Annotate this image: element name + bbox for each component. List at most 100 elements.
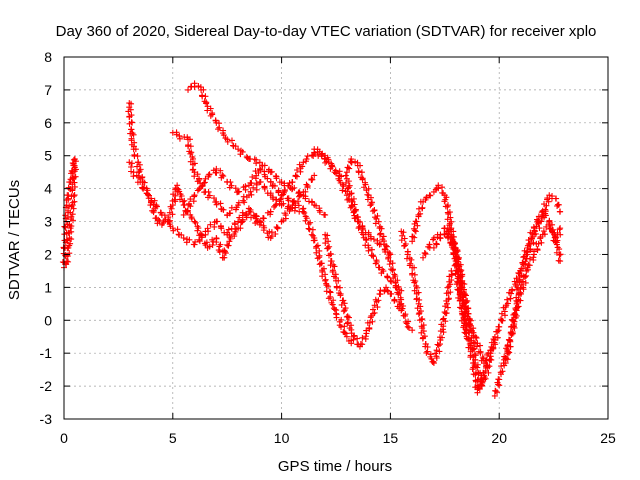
data-point bbox=[210, 195, 217, 202]
data-point bbox=[217, 223, 224, 230]
data-point bbox=[374, 237, 381, 244]
data-point bbox=[200, 86, 207, 93]
data-point bbox=[348, 340, 355, 347]
data-point bbox=[523, 249, 530, 256]
data-point bbox=[219, 130, 226, 137]
data-point bbox=[512, 305, 519, 312]
data-point bbox=[535, 240, 542, 247]
data-point bbox=[343, 333, 350, 340]
data-point bbox=[328, 299, 335, 306]
data-point bbox=[430, 235, 437, 241]
data-point bbox=[533, 216, 540, 223]
data-point bbox=[220, 173, 227, 180]
data-point bbox=[510, 311, 517, 318]
data-point bbox=[214, 218, 221, 225]
data-point bbox=[186, 136, 193, 143]
data-point bbox=[357, 219, 364, 226]
data-point bbox=[517, 267, 524, 274]
data-point bbox=[344, 319, 351, 326]
data-point bbox=[421, 249, 428, 256]
data-point bbox=[162, 216, 169, 223]
data-point bbox=[549, 221, 556, 228]
data-point bbox=[354, 335, 361, 342]
y-tick-label: 6 bbox=[44, 115, 52, 131]
data-point bbox=[319, 150, 326, 157]
data-point bbox=[316, 209, 323, 216]
data-point bbox=[465, 344, 472, 351]
data-point bbox=[556, 251, 563, 258]
data-point bbox=[268, 168, 275, 175]
series-track bbox=[343, 156, 416, 334]
data-point bbox=[446, 220, 453, 227]
data-point bbox=[248, 191, 255, 198]
data-point bbox=[545, 220, 552, 227]
data-point bbox=[173, 131, 180, 138]
data-point bbox=[331, 263, 338, 270]
data-point bbox=[345, 314, 352, 321]
data-point bbox=[517, 285, 524, 292]
data-point bbox=[217, 241, 224, 248]
data-point bbox=[455, 271, 462, 278]
data-point bbox=[495, 376, 502, 383]
data-point bbox=[313, 202, 320, 209]
data-point bbox=[516, 291, 523, 298]
data-point bbox=[322, 271, 329, 278]
data-point bbox=[136, 168, 143, 175]
data-point bbox=[363, 237, 370, 244]
data-point bbox=[475, 384, 482, 391]
y-tick-label: 4 bbox=[44, 181, 52, 197]
data-point bbox=[370, 236, 377, 243]
data-point bbox=[448, 272, 455, 279]
data-point bbox=[443, 300, 450, 307]
data-point bbox=[191, 192, 198, 199]
data-point bbox=[380, 268, 387, 275]
data-point bbox=[456, 289, 463, 296]
data-point bbox=[241, 199, 248, 206]
data-point bbox=[221, 248, 228, 255]
y-tick-label: 7 bbox=[44, 82, 52, 98]
data-point bbox=[454, 263, 461, 270]
data-point bbox=[253, 186, 260, 193]
data-point bbox=[445, 210, 452, 217]
data-point bbox=[399, 305, 406, 312]
data-point bbox=[395, 283, 402, 290]
data-point bbox=[507, 330, 514, 337]
series-track bbox=[311, 146, 405, 294]
data-point bbox=[451, 240, 458, 247]
data-point bbox=[430, 358, 437, 365]
data-point bbox=[183, 239, 190, 246]
data-point bbox=[194, 227, 201, 234]
data-point bbox=[227, 179, 234, 186]
data-point bbox=[473, 343, 480, 350]
data-point bbox=[351, 207, 358, 214]
data-point bbox=[70, 160, 77, 167]
data-point bbox=[335, 277, 342, 284]
data-point bbox=[426, 241, 433, 248]
data-point bbox=[401, 235, 408, 242]
data-point bbox=[362, 236, 369, 243]
data-point bbox=[316, 254, 323, 261]
data-point bbox=[359, 176, 366, 183]
data-point bbox=[318, 151, 325, 158]
data-point bbox=[497, 369, 504, 376]
data-point bbox=[185, 86, 192, 93]
data-point bbox=[253, 180, 260, 187]
data-point bbox=[530, 224, 537, 231]
data-point bbox=[273, 173, 280, 180]
data-point bbox=[420, 328, 427, 335]
data-point bbox=[174, 185, 181, 192]
data-point bbox=[230, 142, 237, 149]
data-point bbox=[450, 244, 457, 251]
data-point bbox=[258, 219, 265, 226]
data-point bbox=[411, 271, 418, 278]
x-tick-label: 10 bbox=[274, 430, 290, 446]
y-tick-label: -2 bbox=[40, 378, 53, 394]
data-point bbox=[213, 239, 220, 246]
data-point bbox=[130, 131, 137, 138]
data-point bbox=[536, 225, 543, 232]
data-point bbox=[261, 171, 268, 178]
data-point bbox=[64, 237, 71, 244]
data-series bbox=[59, 80, 564, 399]
x-axis-label: GPS time / hours bbox=[278, 458, 392, 475]
data-point bbox=[455, 255, 462, 262]
